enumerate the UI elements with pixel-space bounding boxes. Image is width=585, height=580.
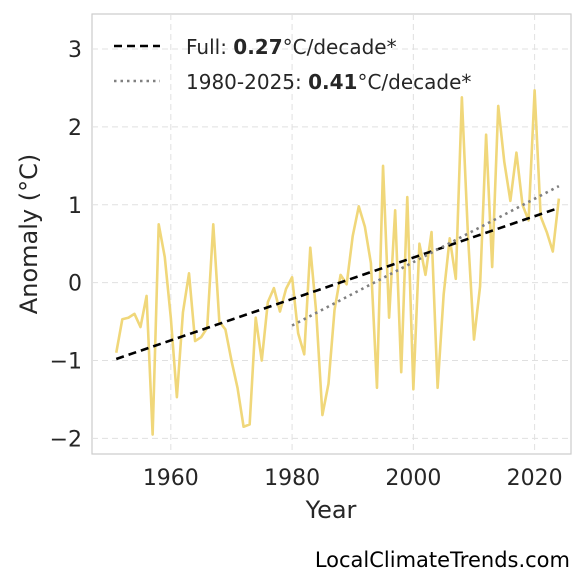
y-tick-label: 2 bbox=[68, 116, 82, 141]
x-tick-label: 1980 bbox=[264, 466, 320, 491]
y-tick-label: 3 bbox=[68, 38, 82, 63]
grid bbox=[92, 14, 571, 454]
x-tick-label: 1960 bbox=[143, 466, 199, 491]
x-axis-label: Year bbox=[305, 496, 357, 524]
y-tick-label: −2 bbox=[50, 427, 82, 452]
x-ticks: 1960 1980 2000 2020 bbox=[143, 466, 563, 491]
y-tick-label: −1 bbox=[50, 350, 82, 375]
legend: Full: 0.27°C/decade* 1980-2025: 0.41°C/d… bbox=[114, 35, 471, 94]
y-axis-label: Anomaly (°C) bbox=[15, 154, 43, 314]
legend-entry-full: Full: 0.27°C/decade* bbox=[186, 35, 397, 59]
y-tick-label: 0 bbox=[68, 272, 82, 297]
x-tick-label: 2020 bbox=[507, 466, 563, 491]
source-watermark: LocalClimateTrends.com bbox=[314, 548, 570, 572]
series-lines bbox=[114, 89, 561, 436]
anomaly-line bbox=[114, 89, 561, 436]
y-ticks: −2 −1 0 1 2 3 bbox=[50, 38, 82, 452]
x-tick-label: 2000 bbox=[385, 466, 441, 491]
recent-trend-line bbox=[291, 184, 560, 327]
legend-entry-1980-2025: 1980-2025: 0.41°C/decade* bbox=[186, 70, 471, 94]
y-tick-label: 1 bbox=[68, 194, 82, 219]
